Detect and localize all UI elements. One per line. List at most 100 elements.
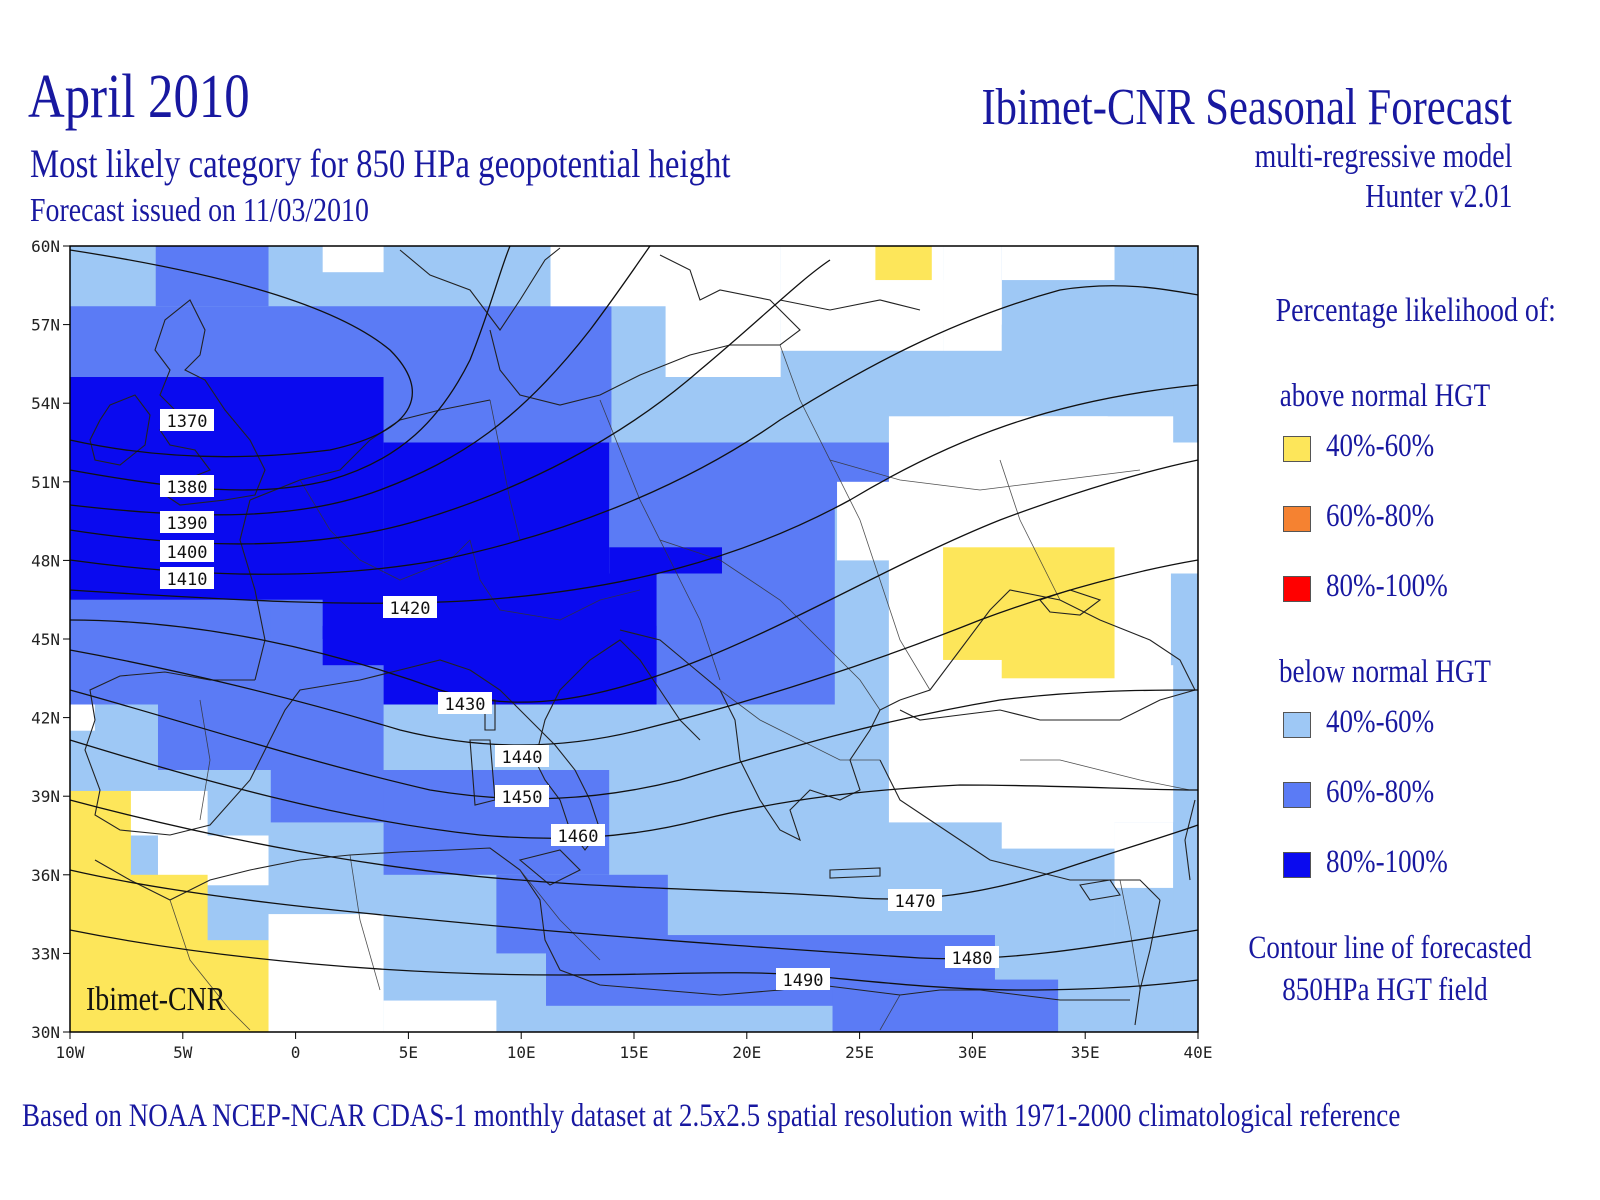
coastline-iberia	[84, 671, 361, 836]
legend-swatch	[1283, 506, 1311, 532]
model-version: Hunter v2.01	[1364, 178, 1512, 215]
probability-cell	[1114, 937, 1174, 1032]
legend-swatch-label: 80%-100%	[1326, 844, 1448, 880]
probability-cell	[70, 306, 612, 377]
contour-label-text: 1380	[167, 478, 208, 498]
contour-label-box	[160, 409, 214, 431]
lat-tick-label: 48N	[31, 551, 60, 570]
lon-tick-label: 35E	[1071, 1043, 1100, 1062]
contour-line	[69, 799, 1199, 900]
probability-cell	[1173, 246, 1198, 443]
contour-label-box	[160, 511, 214, 533]
contour-label-box	[495, 745, 549, 767]
coastline-balkans	[619, 629, 901, 842]
legend-swatch	[1283, 436, 1311, 462]
lat-tick-label: 60N	[31, 237, 60, 256]
contour-label-1380: 1380	[160, 475, 214, 498]
contour-label-1470: 1470	[888, 889, 942, 912]
legend-swatch	[1283, 576, 1311, 602]
legend-below-title: below normal HGT	[1279, 654, 1491, 690]
hgt-contours	[69, 245, 1199, 991]
probability-cell	[155, 246, 269, 307]
contour-label-box	[495, 785, 549, 807]
contour-label-text: 1450	[502, 788, 543, 808]
legend-swatch-label: 60%-80%	[1326, 498, 1435, 534]
probability-cell	[70, 704, 95, 731]
legend-swatch-label: 40%-60%	[1326, 428, 1435, 464]
coastline-cyprus	[1079, 879, 1121, 901]
probability-cell	[546, 625, 657, 674]
contour-line	[69, 869, 1199, 960]
legend-swatch-label: 80%-100%	[1326, 568, 1448, 604]
contour-label-text: 1420	[390, 599, 431, 619]
probability-cell	[383, 1000, 497, 1032]
contour-line	[69, 249, 414, 458]
probability-cell	[268, 914, 384, 1032]
legend-contour-note: Contour line of forecasted	[1248, 930, 1532, 966]
contour-label-text: 1490	[783, 971, 824, 991]
contour-label-box	[438, 692, 492, 714]
contour-line	[69, 459, 1199, 703]
probability-cells	[70, 246, 1198, 1032]
contour-label-box	[160, 567, 214, 589]
contour-label-text: 1460	[558, 827, 599, 847]
coastline-crete	[829, 867, 881, 879]
contour-line	[69, 285, 1199, 575]
org-title: Ibimet-CNR Seasonal Forecast	[981, 79, 1512, 136]
lon-tick-label: 40E	[1184, 1043, 1213, 1062]
contour-line	[69, 384, 1199, 604]
lon-tick-label: 10W	[56, 1043, 85, 1062]
contour-label-box	[776, 968, 830, 990]
watermark-label: Ibimet-CNR	[86, 979, 226, 1017]
contour-label-text: 1410	[167, 570, 208, 590]
contour-label-1390: 1390	[160, 511, 214, 534]
page-subtitle: Most likely category for 850 HPa geopote…	[30, 141, 731, 186]
contour-label-text: 1440	[502, 748, 543, 768]
lon-tick-label: 25E	[845, 1043, 874, 1062]
legend-swatch	[1283, 782, 1311, 808]
probability-cell	[383, 377, 612, 443]
contour-label-text: 1400	[167, 543, 208, 563]
probability-cell	[70, 599, 271, 639]
contour-line	[69, 929, 1199, 991]
lon-tick-label: 5W	[173, 1043, 193, 1062]
lat-tick-label: 39N	[31, 787, 60, 806]
legend-heading: Percentage likelihood of:	[1275, 292, 1556, 329]
lon-tick-label: 30E	[958, 1043, 987, 1062]
coastline-france-west	[239, 499, 266, 681]
contour-line	[69, 689, 1199, 800]
contour-label-box	[383, 596, 437, 618]
axis-ticks: 10W 5W 0 5E 10E 15E 20E 25E 30E 35E 40E 60N 57N 54N 51…	[31, 237, 1212, 1062]
contour-line	[69, 559, 1199, 746]
contour-label-box	[888, 889, 942, 911]
contour-line	[69, 739, 1199, 839]
contour-label-1440: 1440	[495, 745, 549, 768]
contour-label-text: 1370	[167, 412, 208, 432]
legend-swatch-label: 60%-80%	[1326, 774, 1435, 810]
legend-contour-note-2: 850HPa HGT field	[1282, 972, 1488, 1008]
coastline-black-sea	[899, 589, 1196, 721]
contour-label-1420: 1420	[383, 596, 437, 619]
contour-label-1450: 1450	[495, 785, 549, 808]
issue-date: Forecast issued on 11/03/2010	[30, 192, 369, 229]
lat-tick-label: 57N	[31, 316, 60, 335]
contour-line	[69, 259, 831, 545]
probability-cell	[943, 280, 1002, 325]
coastline-italy	[469, 639, 701, 851]
probability-cell	[875, 246, 932, 281]
contour-label-1430: 1430	[438, 692, 492, 715]
probability-cell	[665, 272, 781, 377]
legend-swatch	[1283, 712, 1311, 738]
contour-label-text: 1470	[895, 892, 936, 912]
data-source-footer: Based on NOAA NCEP-NCAR CDAS-1 monthly d…	[22, 1098, 1401, 1134]
probability-cell	[832, 979, 1059, 1032]
probability-cell	[383, 442, 610, 574]
lon-tick-label: 15E	[620, 1043, 649, 1062]
coastlines	[84, 247, 1196, 1026]
lat-tick-label: 42N	[31, 709, 60, 728]
lon-tick-label: 5E	[399, 1043, 418, 1062]
probability-cell	[322, 246, 384, 273]
coastline-norway	[399, 247, 561, 331]
contour-label-box	[160, 540, 214, 562]
lat-tick-label: 36N	[31, 866, 60, 885]
